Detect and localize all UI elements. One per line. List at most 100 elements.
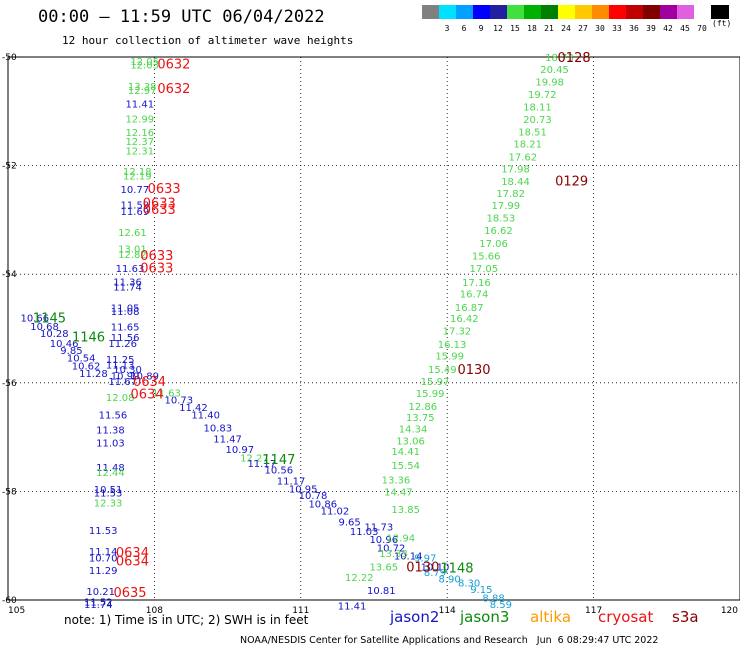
legend-swatch [609, 5, 627, 19]
wave-height-point: 17.99 [491, 201, 520, 212]
pass-time-label: 1147 [262, 453, 295, 468]
legend-label: 3 [444, 24, 450, 33]
satellite-altika: altika [530, 608, 572, 626]
legend-swatch [711, 5, 729, 19]
satellite-s3a: s3a [672, 608, 699, 626]
wave-height-point: 20.73 [523, 115, 552, 126]
wave-height-point: 15.66 [472, 252, 501, 263]
pass-time-label: 0634 [133, 375, 166, 390]
legend-label: 6 [461, 24, 467, 33]
wave-height-point: 11.25 [106, 355, 135, 366]
legend-label: 15 [510, 24, 520, 33]
wave-height-point: 12.86 [408, 402, 437, 413]
wave-height-point: 18.11 [523, 102, 552, 113]
wave-height-point: 11.47 [213, 435, 242, 446]
wave-height-point: 10.28 [40, 329, 69, 340]
wave-height-point: 10.62 [72, 361, 101, 372]
pass-time-label: 1146 [72, 331, 105, 346]
y-tick-label: -54 [2, 270, 17, 280]
wave-height-point: 11.13 [106, 360, 135, 371]
legend-label: 42 [663, 24, 673, 33]
pass-time-label: 0130 [406, 560, 439, 575]
wave-height-point: 12.03 [130, 61, 159, 72]
wave-height-point: 15.99 [416, 389, 445, 400]
wave-height-point: 10.96 [369, 535, 398, 546]
wave-height-point: 14.41 [391, 447, 420, 458]
wave-height-point: 11.14 [89, 547, 118, 558]
wave-height-point: 11.63 [152, 389, 181, 400]
time-labels: 0632063206330633063306330633063406340634… [33, 51, 591, 601]
wave-height-point: 12.37 [125, 137, 154, 148]
wave-height-point: 10.54 [67, 353, 96, 364]
wave-height-point: 11.65 [111, 322, 140, 333]
wave-height-point: 17.32 [443, 327, 472, 338]
satellite-cryosat: cryosat [598, 608, 654, 626]
wave-height-point: 11.56 [111, 333, 140, 344]
x-tick-label: 120 [721, 606, 738, 616]
legend-label: 21 [544, 24, 554, 33]
wave-height-point: 10.68 [30, 322, 59, 333]
wave-height-point: 10.21 [86, 587, 115, 598]
wave-height-point: 9.85 [60, 346, 82, 357]
wave-height-point: 10.72 [377, 543, 406, 554]
legend-swatch [694, 5, 712, 19]
wave-height-point: 17.05 [469, 264, 498, 275]
wave-height-point: 11.41 [125, 100, 154, 111]
wave-height-point: 12.97 [128, 86, 157, 97]
legend-swatch [541, 5, 559, 19]
legend-label: 39 [646, 24, 656, 33]
wave-height-point: 10.78 [299, 491, 328, 502]
wave-height-point: 11.69 [121, 207, 150, 218]
wave-height-point: 13.01 [118, 245, 147, 256]
wave-height-point: 12.94 [387, 534, 416, 545]
legend-label: 27 [578, 24, 588, 33]
wave-height-point: 11.53 [94, 488, 123, 499]
wave-height-point: 18.73 [545, 53, 574, 64]
x-tick-label: 114 [439, 606, 456, 616]
wave-height-point: 8.79 [424, 568, 446, 579]
legend-swatch [422, 5, 440, 19]
wave-height-point: 11.74 [84, 600, 113, 611]
wave-height-point: 11.03 [96, 439, 125, 450]
legend-swatch [558, 5, 576, 19]
wave-height-point: 10.46 [50, 339, 79, 350]
pass-time-label: 0632 [157, 82, 190, 97]
wave-height-point: 18.21 [513, 139, 542, 150]
footer-credit: NOAA/NESDIS Center for Satellite Applica… [240, 635, 659, 646]
wave-height-point: 11.36 [113, 277, 142, 288]
wave-height-point: 11.38 [96, 425, 125, 436]
wave-height-point: 17.82 [496, 189, 525, 200]
legend-label: 24 [561, 24, 571, 33]
x-tick-label: 111 [292, 606, 309, 616]
wave-height-point: 10.70 [89, 554, 118, 565]
wave-height-point: 11.74 [113, 283, 142, 294]
x-tick-label: 117 [585, 606, 602, 616]
wave-height-point: 16.62 [484, 226, 513, 237]
wave-height-point: 13.65 [369, 562, 398, 573]
wave-height-point: 12.22 [345, 573, 374, 584]
wave-height-point: 12.31 [125, 146, 154, 157]
wave-height-point: 11.17 [277, 477, 306, 488]
wave-height-point: 14.47 [384, 487, 413, 498]
wave-height-point: 9.97 [414, 554, 436, 565]
wave-height-point: 13.75 [406, 413, 435, 424]
pass-time-label: 0633 [148, 182, 181, 197]
legend-label: 30 [595, 24, 605, 33]
wave-height-point: 12.44 [96, 468, 125, 479]
y-tick-label: -58 [2, 487, 17, 497]
wave-height-point: 8.90 [439, 574, 461, 585]
wave-height-point: 10.97 [225, 445, 254, 456]
legend-label: 9 [478, 24, 484, 33]
wave-height-point: 12.61 [118, 228, 147, 239]
wave-height-point: 19.72 [528, 90, 557, 101]
satellite-jason3: jason3 [460, 608, 510, 626]
wave-height-point: 20.45 [540, 65, 569, 76]
wave-height-point: 8.30 [458, 579, 480, 590]
wave-height-point: 19.98 [535, 77, 564, 88]
wave-height-point: 13.33 [379, 549, 408, 560]
legend-swatch [439, 5, 457, 19]
wave-height-point: 11.41 [338, 601, 367, 612]
legend-swatch [575, 5, 593, 19]
wave-height-point: 11.52 [84, 598, 113, 609]
